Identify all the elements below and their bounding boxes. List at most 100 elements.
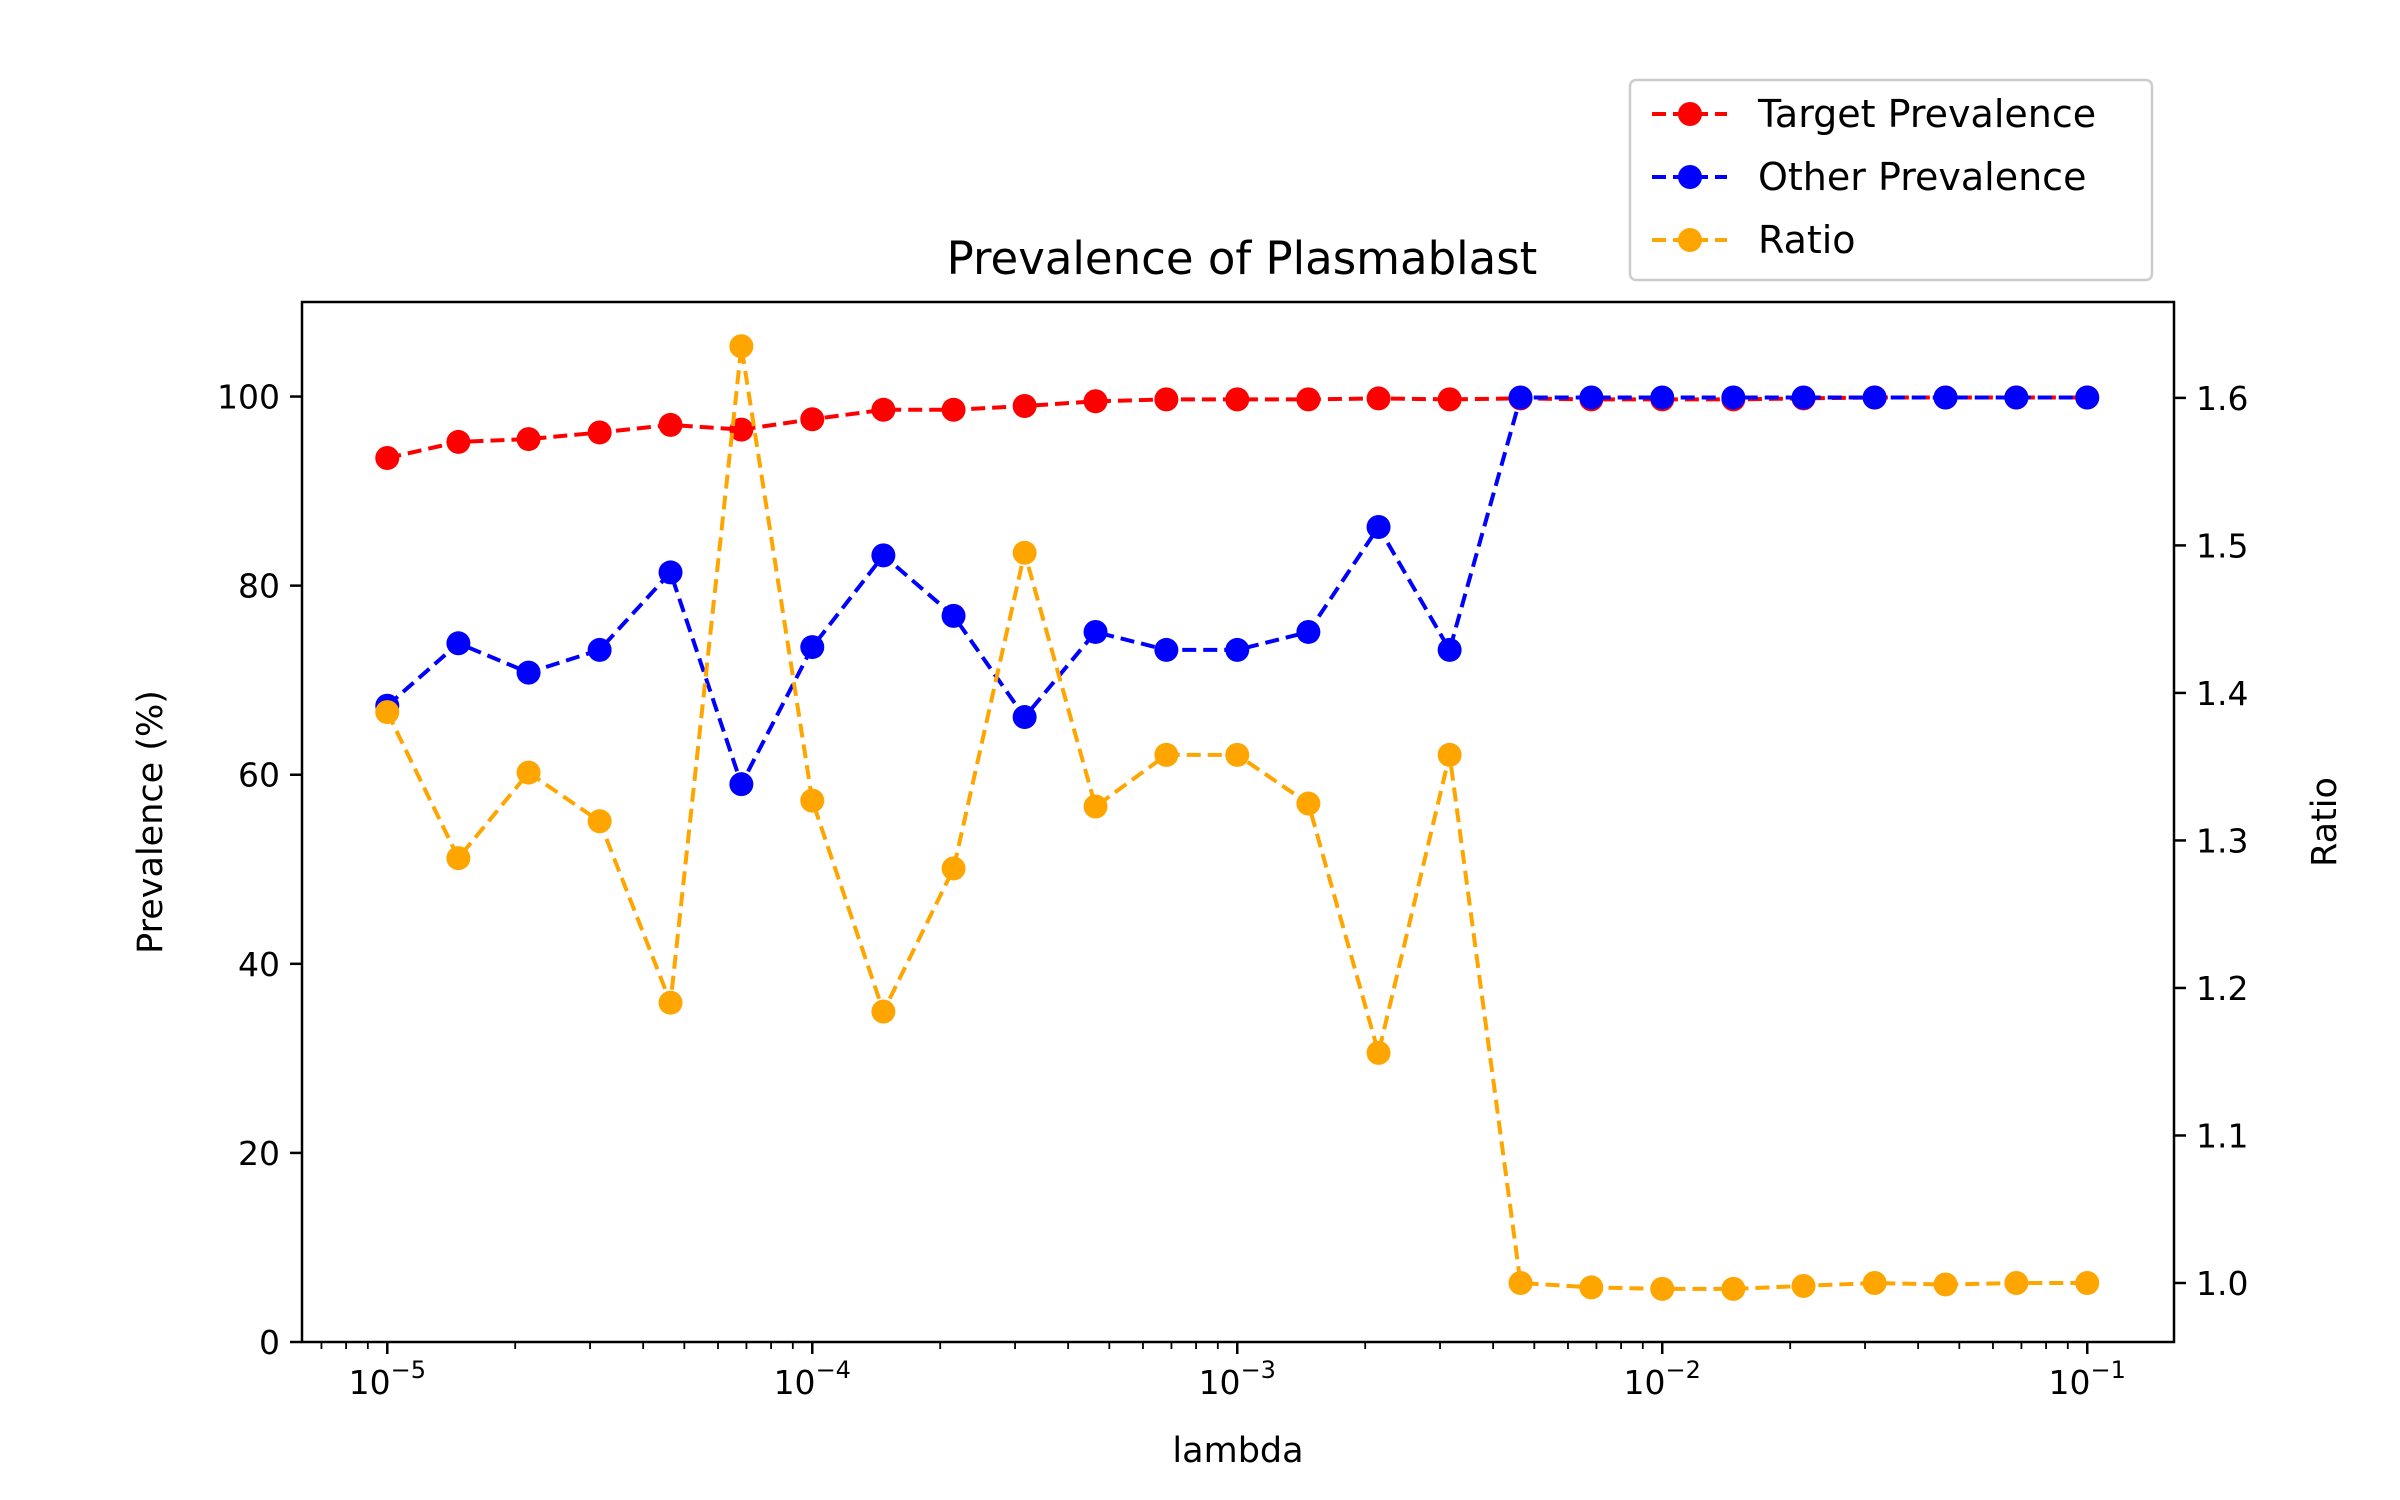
- point-ratio-12: [1225, 742, 1250, 767]
- point-ratio-13: [1296, 791, 1321, 816]
- point-other-prevalence-13: [1296, 619, 1321, 644]
- point-other-prevalence-20: [1791, 385, 1816, 410]
- x-tick-label-exponent: −1: [2091, 1356, 2126, 1384]
- point-other-prevalence-19: [1721, 385, 1746, 410]
- point-other-prevalence-23: [2004, 385, 2029, 410]
- point-other-prevalence-14: [1366, 515, 1391, 540]
- point-target-prevalence-10: [1083, 389, 1108, 414]
- legend-label-target-prevalence: Target Prevalence: [1757, 92, 2096, 136]
- point-other-prevalence-8: [941, 603, 966, 628]
- point-target-prevalence-7: [871, 397, 896, 422]
- point-target-prevalence-2: [516, 427, 541, 452]
- x-tick-label-base: 10: [774, 1363, 816, 1402]
- point-target-prevalence-11: [1154, 387, 1179, 412]
- legend-item-ratio: Ratio: [1652, 218, 1856, 262]
- point-target-prevalence-3: [587, 420, 612, 445]
- x-tick-label-exponent: −5: [391, 1356, 426, 1384]
- y2-tick-label-2: 1.2: [2196, 969, 2248, 1008]
- legend-marker-ratio: [1678, 228, 1702, 252]
- legend-item-other-prevalence: Other Prevalence: [1652, 155, 2086, 199]
- point-ratio-17: [1579, 1275, 1604, 1300]
- point-target-prevalence-6: [800, 407, 825, 432]
- axes-layer: 10−5 10−4 10−3 10−2 10−10204060801001.01.11.…: [217, 378, 2248, 1402]
- point-ratio-2: [516, 760, 541, 785]
- legend-label-ratio: Ratio: [1758, 218, 1856, 262]
- legend-label-other-prevalence: Other Prevalence: [1758, 155, 2086, 199]
- point-ratio-0: [375, 700, 400, 725]
- point-other-prevalence-24: [2075, 385, 2100, 410]
- point-ratio-7: [871, 999, 896, 1024]
- x-tick-label-0: 10−5: [349, 1356, 426, 1402]
- point-other-prevalence-11: [1154, 637, 1179, 662]
- point-other-prevalence-1: [446, 631, 471, 656]
- point-other-prevalence-22: [1933, 385, 1958, 410]
- point-ratio-4: [658, 990, 683, 1015]
- point-ratio-14: [1366, 1040, 1391, 1065]
- series-ratio: [375, 334, 2100, 1301]
- x-axis-title: lambda: [1172, 1431, 1303, 1471]
- y2-tick-label-4: 1.4: [2196, 674, 2248, 713]
- y2-tick-label-1: 1.1: [2196, 1116, 2248, 1155]
- y-tick-label-5: 100: [217, 378, 280, 417]
- x-tick-label-exponent: −2: [1666, 1356, 1701, 1384]
- point-ratio-8: [941, 856, 966, 881]
- point-other-prevalence-2: [516, 660, 541, 685]
- point-other-prevalence-21: [1862, 385, 1887, 410]
- point-target-prevalence-4: [658, 412, 683, 437]
- point-ratio-11: [1154, 742, 1179, 767]
- y2-axis-title: Ratio: [2305, 777, 2345, 867]
- y2-tick-label-6: 1.6: [2196, 379, 2248, 418]
- point-other-prevalence-5: [729, 772, 754, 797]
- legend-marker-other-prevalence: [1678, 165, 1702, 189]
- point-ratio-5: [729, 334, 754, 359]
- x-tick-label-3: 10−2: [1624, 1356, 1701, 1402]
- point-target-prevalence-15: [1437, 387, 1462, 412]
- x-tick-label-base: 10: [1624, 1363, 1666, 1402]
- point-ratio-3: [587, 809, 612, 834]
- point-target-prevalence-0: [375, 446, 400, 470]
- y2-tick-label-5: 1.5: [2196, 526, 2248, 565]
- point-ratio-23: [2004, 1270, 2029, 1295]
- point-other-prevalence-10: [1083, 619, 1108, 644]
- y-tick-label-1: 20: [238, 1134, 280, 1173]
- legend: Target Prevalence Other Prevalence Ratio: [1628, 78, 2154, 282]
- x-tick-label-4: 10−1: [2049, 1356, 2126, 1402]
- y-axis-title: Prevalence (%): [131, 690, 171, 954]
- point-other-prevalence-3: [587, 637, 612, 662]
- point-ratio-16: [1508, 1270, 1533, 1295]
- point-ratio-24: [2075, 1270, 2100, 1295]
- point-target-prevalence-5: [729, 417, 754, 442]
- point-ratio-21: [1862, 1270, 1887, 1295]
- y2-tick-label-0: 1.0: [2196, 1264, 2248, 1303]
- point-other-prevalence-17: [1579, 385, 1604, 410]
- y-tick-label-3: 60: [238, 756, 280, 795]
- x-tick-label-exponent: −3: [1241, 1356, 1276, 1384]
- x-tick-label-base: 10: [1199, 1363, 1241, 1402]
- legend-marker-target-prevalence: [1678, 102, 1702, 126]
- point-target-prevalence-13: [1296, 387, 1321, 412]
- point-target-prevalence-8: [941, 397, 966, 422]
- point-other-prevalence-12: [1225, 637, 1250, 662]
- point-other-prevalence-9: [1012, 705, 1037, 730]
- point-ratio-15: [1437, 742, 1462, 767]
- point-other-prevalence-15: [1437, 637, 1462, 662]
- point-target-prevalence-12: [1225, 387, 1250, 412]
- point-ratio-20: [1791, 1273, 1816, 1298]
- plot-frame: [300, 300, 2176, 1344]
- point-other-prevalence-7: [871, 543, 896, 568]
- y-tick-label-2: 40: [238, 945, 280, 984]
- point-ratio-9: [1012, 540, 1037, 565]
- chart-title: Prevalence of Plasmablast: [947, 232, 1538, 285]
- point-ratio-10: [1083, 794, 1108, 819]
- point-other-prevalence-6: [800, 635, 825, 660]
- x-tick-label-base: 10: [349, 1363, 391, 1402]
- legend-box: [1628, 78, 2154, 282]
- point-target-prevalence-14: [1366, 386, 1391, 411]
- x-tick-label-2: 10−3: [1199, 1356, 1276, 1402]
- point-target-prevalence-9: [1012, 394, 1037, 418]
- point-ratio-18: [1650, 1276, 1675, 1301]
- x-tick-label-1: 10−4: [774, 1356, 851, 1402]
- legend-item-target-prevalence: Target Prevalence: [1652, 92, 2096, 136]
- point-ratio-22: [1933, 1272, 1958, 1297]
